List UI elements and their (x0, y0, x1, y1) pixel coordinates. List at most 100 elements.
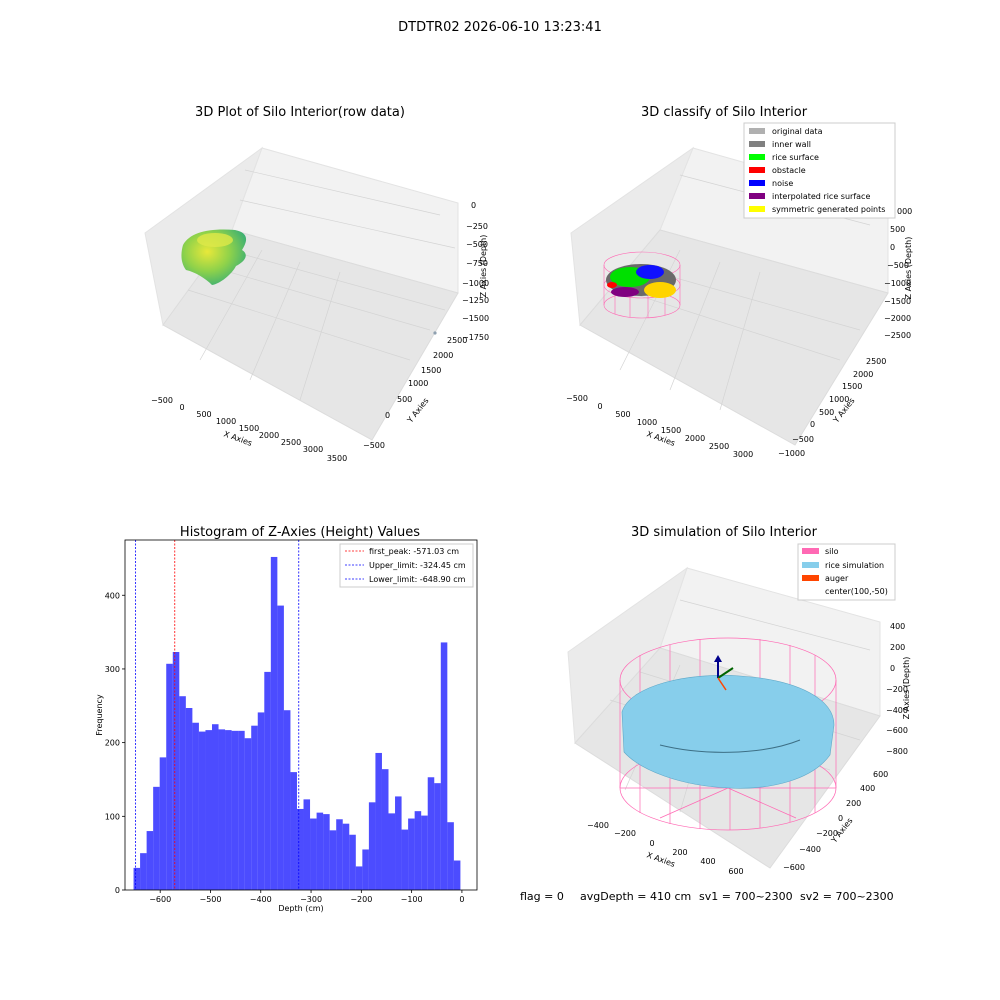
p1-xtick: 2500 (281, 438, 301, 447)
histogram-frame (124, 539, 478, 891)
legend-label: inner wall (772, 140, 811, 149)
histogram-bar (277, 605, 284, 890)
rice-cloud-highlight (197, 233, 233, 247)
histogram-bar (290, 772, 297, 890)
p2-ytick: 1000 (829, 395, 849, 404)
histogram-bars (133, 556, 461, 890)
histogram-bar (198, 731, 206, 890)
histogram-bar (296, 808, 304, 890)
histogram-xtick-label: −100 (401, 895, 423, 904)
p4-ztick: −800 (886, 747, 908, 756)
p2-ztick: −1500 (884, 297, 911, 306)
histogram-ytick-label: 100 (105, 812, 120, 821)
histogram-bar (244, 738, 252, 890)
panel1-z-ticks: 0 −250 −500 −750 −1000 −1250 −1500 −1750 (462, 201, 489, 342)
panel1-gridlines (187, 169, 456, 401)
histogram-ytick-label: 400 (105, 591, 120, 600)
p4-ytick: −400 (799, 845, 821, 854)
legend-swatch-1 (749, 141, 765, 147)
legend-swatch-3 (749, 167, 765, 173)
histogram-bar (238, 730, 245, 890)
histogram-bar (159, 757, 167, 890)
p1-ztick: −1500 (462, 314, 489, 323)
p4-ytick: 200 (846, 799, 861, 808)
histogram-bar (310, 818, 317, 890)
p4-ztick: 0 (890, 664, 895, 673)
panel2-legend: original data inner wall rice surface ob… (743, 122, 896, 219)
p2-xtick: 2500 (709, 442, 729, 451)
p4-ytick: 0 (838, 814, 843, 823)
p4-xtick: 600 (728, 867, 743, 876)
panel2-classified-points (606, 264, 676, 298)
panel4-x-ticks: −400 −200 0 200 400 600 (587, 821, 744, 876)
legend-label: Upper_limit: -324.45 cm (369, 561, 466, 570)
histogram-bar (166, 663, 173, 890)
legend-swatch-rice (802, 562, 819, 568)
p2-xtick: −500 (566, 394, 588, 403)
p1-xtick: 500 (196, 410, 211, 419)
histogram-bar (336, 819, 343, 890)
p1-ztick: −1750 (462, 333, 489, 342)
p1-ztick: 0 (471, 201, 476, 210)
histogram-bar (388, 813, 396, 890)
panel-raw-data: 3D Plot of Silo Interior(row data) −500 … (144, 105, 489, 463)
histogram-bar (264, 671, 271, 890)
histogram-xtick-label: −600 (149, 895, 171, 904)
histogram-bar (172, 652, 180, 890)
histogram-bar (257, 712, 265, 890)
histogram-bar (251, 725, 258, 890)
p1-xtick: 0 (179, 403, 184, 412)
p2-ztick: −2000 (884, 314, 911, 323)
auger-arrow-x (717, 677, 727, 691)
histogram-ytick-label: 300 (105, 665, 120, 674)
legend-swatch-4 (749, 180, 765, 186)
histogram-ylabel: Frequency (95, 694, 104, 736)
panel1-x-ticks: −500 0 500 1000 1500 2000 2500 3000 3500 (151, 396, 347, 463)
legend-label: interpolated rice surface (772, 192, 870, 201)
p4-xtick: 200 (672, 848, 687, 857)
p4-ytick: −200 (816, 829, 838, 838)
legend-swatch-0 (749, 128, 765, 134)
panel3-title: Histogram of Z-Axies (Height) Values (180, 525, 420, 540)
p1-ztick: −250 (466, 222, 488, 231)
legend-label: obstacle (772, 166, 806, 175)
p2-ytick: −1000 (778, 449, 805, 458)
p1-xtick: 3000 (303, 445, 323, 454)
symmetric-points (644, 282, 676, 298)
legend-label: rice simulation (825, 561, 884, 570)
p4-ytick: −600 (783, 863, 805, 872)
histogram-bar (368, 802, 376, 890)
panel2-title: 3D classify of Silo Interior (641, 105, 808, 120)
auger-arrows (714, 655, 734, 691)
legend-label: auger (825, 574, 849, 583)
legend-swatch-6 (749, 206, 765, 212)
p2-xtick: 0 (597, 402, 602, 411)
histogram-bar (146, 831, 154, 890)
p2-ytick: 2500 (866, 357, 886, 366)
histogram-bar (329, 830, 337, 890)
histogram-bar (342, 823, 350, 890)
histogram-xtick-label: −200 (350, 895, 372, 904)
histogram-bar (133, 867, 141, 890)
histogram-bar (270, 556, 278, 890)
panel4-y-ticks: −600 −400 −200 0 200 400 600 (783, 770, 888, 872)
p4-xtick: 400 (700, 857, 715, 866)
histogram-bar (211, 724, 219, 890)
histogram-bar (218, 729, 226, 890)
legend-label: silo (825, 547, 839, 556)
histogram-bar (225, 730, 232, 890)
histogram-bar (440, 642, 448, 890)
histogram-bar (283, 710, 291, 890)
sv1-range: sv1 = 700~2300 (699, 890, 793, 903)
legend-frame (743, 122, 896, 219)
panel2-x-ticks: −500 0 500 1000 1500 2000 2500 3000 (566, 394, 753, 459)
panel2-y-ticks: −1000 −500 0 500 1000 1500 2000 2500 (778, 357, 886, 458)
histogram-bar (179, 696, 186, 890)
p4-ytick: 400 (860, 784, 875, 793)
histogram-xlabel: Depth (cm) (278, 904, 323, 913)
histogram-bar (153, 786, 160, 890)
status-footer: flag = 0 avgDepth = 410 cm sv1 = 700~230… (520, 890, 894, 903)
histogram-bar (303, 799, 311, 890)
p2-xtick: 3000 (733, 450, 753, 459)
histogram-bar (140, 853, 147, 890)
